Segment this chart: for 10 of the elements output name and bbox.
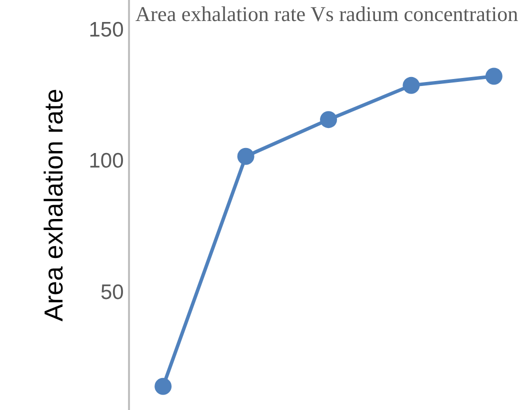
point	[485, 68, 502, 85]
point	[154, 378, 172, 395]
y-tick-label: 100	[88, 150, 124, 173]
point	[402, 76, 420, 94]
point	[320, 111, 337, 128]
point	[237, 148, 254, 165]
y-axis-title: Area exhalation rate	[38, 88, 69, 322]
chart-title: Area exhalation rate Vs radium concentration	[135, 2, 519, 26]
y-tick-label: 50	[100, 281, 124, 304]
y-tick-label: 150	[88, 18, 124, 42]
